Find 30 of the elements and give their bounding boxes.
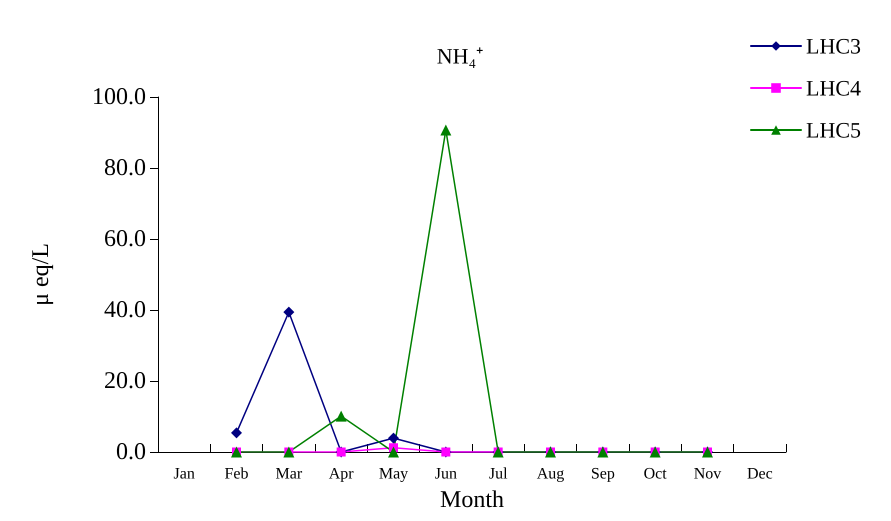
x-tick-label: Aug [536,466,564,482]
legend-label: LHC5 [806,118,861,142]
x-tick-label: Sep [590,466,615,482]
x-tick-label: May [378,466,408,482]
legend-label: LHC3 [806,34,861,58]
x-tick-label: Feb [224,466,248,482]
chart-title: NH₄⁺ [436,44,484,68]
x-tick-label: Oct [644,466,668,482]
y-axis-title: μ eq/L [28,243,54,306]
x-tick-label: Jul [488,466,508,482]
y-tick-label: 100.0 [92,84,146,110]
y-tick-label: 80.0 [104,155,146,181]
point [283,306,294,318]
x-tick-label: Dec [746,466,773,482]
x-axis-title: Month [440,487,504,513]
y-tick-label: 0.0 [116,439,146,465]
x-tick-label: Apr [328,466,354,482]
y-tick-label: 20.0 [104,368,146,394]
x-tick-label: Jun [434,466,457,482]
point [336,410,347,422]
point [231,427,242,438]
point [388,446,399,458]
legend-label: LHC4 [806,76,861,100]
y-tick-label: 60.0 [104,226,146,252]
x-tick-label: Jan [174,466,195,482]
point [440,124,452,136]
point [388,432,399,444]
y-tick-label: 40.0 [104,297,146,323]
x-tick-label: Mar [276,466,303,482]
x-tick-label: Nov [694,466,722,482]
